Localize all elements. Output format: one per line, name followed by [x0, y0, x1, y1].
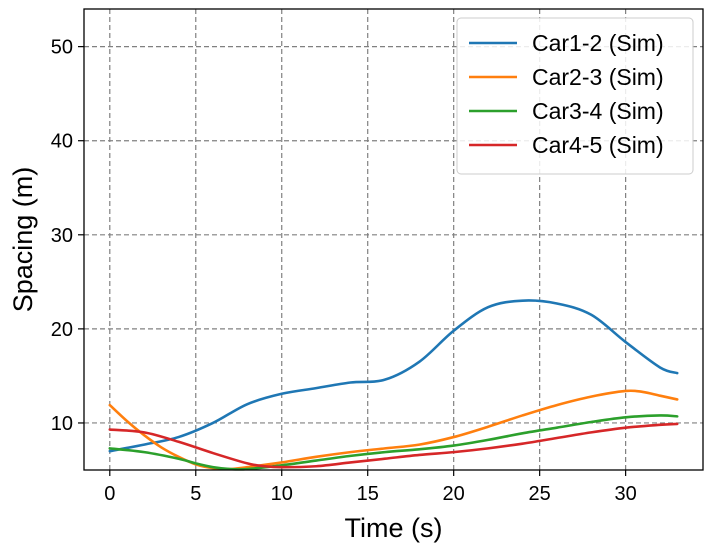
x-tick-label: 0: [104, 483, 115, 505]
plot-frame: [83, 8, 704, 471]
x-tick-label: 10: [271, 483, 293, 505]
x-tick-label: 25: [529, 483, 551, 505]
series-lines: [108, 299, 679, 471]
series-line-2: [108, 389, 679, 471]
x-tick-label: 5: [190, 483, 201, 505]
legend-box: [456, 17, 694, 175]
series-line-3: [108, 414, 679, 471]
axis-ticks: 0 5 10 15 20 25 30 10 20 30 40 50: [51, 37, 637, 505]
legend-label: Car1-2 (Sim): [532, 30, 664, 56]
y-tick-label: 40: [51, 131, 73, 153]
series-line-4: [108, 422, 679, 469]
y-tick-label: 20: [51, 319, 73, 341]
legend-label: Car3-4 (Sim): [532, 98, 664, 124]
x-tick-label: 20: [443, 483, 465, 505]
x-axis-label: Time (s): [345, 513, 443, 543]
x-tick-label: 30: [615, 483, 637, 505]
legend: Car1-2 (Sim) Car2-3 (Sim) Car3-4 (Sim) Car4…: [456, 17, 694, 175]
y-tick-label: 50: [51, 37, 73, 59]
x-tick-label: 15: [357, 483, 379, 505]
y-axis-label: Spacing (m): [8, 167, 38, 313]
legend-label: Car4-5 (Sim): [532, 132, 664, 158]
y-tick-label: 10: [51, 413, 73, 435]
y-tick-label: 30: [51, 225, 73, 247]
legend-label: Car2-3 (Sim): [532, 64, 664, 90]
series-line-1: [108, 299, 679, 453]
